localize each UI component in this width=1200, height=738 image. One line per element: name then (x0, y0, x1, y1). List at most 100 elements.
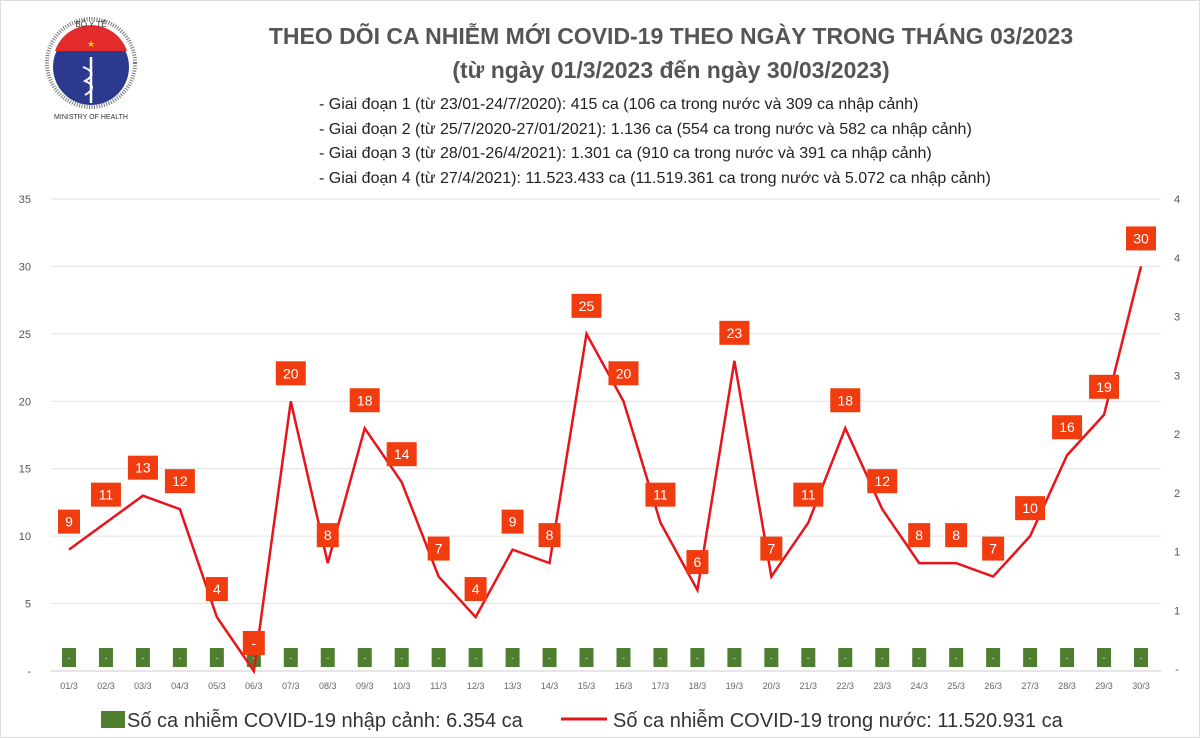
y-tick-label: 10 (19, 531, 31, 543)
line-data-label: 16 (1059, 419, 1075, 435)
line-data-label-box (464, 577, 487, 602)
bar-data-label: - (955, 653, 958, 663)
bar-import (949, 648, 964, 667)
bar-import (283, 648, 298, 667)
line-data-label: 23 (727, 325, 743, 341)
line-data-label-box (427, 536, 450, 561)
line-data-label-box (58, 509, 80, 534)
bar-data-label: - (585, 653, 588, 663)
x-tick-label: 07/3 (282, 681, 300, 691)
bar-data-label: - (289, 653, 292, 663)
bar-data-label: - (178, 653, 181, 663)
y-tick-label: 15 (19, 464, 31, 476)
line-data-label: 19 (1096, 379, 1112, 395)
x-tick-label: 28/3 (1058, 681, 1076, 691)
line-data-label: 11 (653, 487, 668, 503)
x-tick-label: 15/3 (578, 681, 596, 691)
line-data-label: 25 (579, 298, 595, 314)
line-data-label: 7 (767, 541, 775, 557)
line-data-label: 9 (65, 514, 73, 530)
y2-tick-label: 4 (1174, 194, 1180, 206)
y2-tick-label: - (1175, 664, 1179, 676)
x-tick-label: 12/3 (467, 681, 485, 691)
y-tick-label: 35 (19, 194, 31, 206)
line-data-label-box (1015, 496, 1046, 521)
chart-title: THEO DÕI CA NHIỄM MỚI COVID-19 THEO NGÀY… (268, 23, 1074, 49)
line-data-label-box (501, 509, 524, 534)
x-tick-label: 20/3 (763, 681, 781, 691)
line-data-label-box (982, 536, 1005, 561)
bar-import (1023, 648, 1038, 667)
bar-import (357, 648, 372, 667)
bar-data-label: - (104, 653, 107, 663)
line-data-label: 6 (694, 554, 702, 570)
bar-import (172, 648, 187, 667)
bar-import (505, 648, 520, 667)
bar-data-label: - (215, 653, 218, 663)
bar-data-label: - (1029, 653, 1032, 663)
bar-data-label: - (659, 653, 662, 663)
x-tick-label: 23/3 (873, 681, 891, 691)
bar-data-label: - (881, 653, 884, 663)
x-tick-label: 22/3 (837, 681, 855, 691)
bar-import (912, 648, 927, 667)
line-data-label-box (275, 361, 306, 386)
chart-subtitle: (từ ngày 01/3/2023 đến ngày 30/03/2023) (452, 57, 890, 83)
y-tick-label: 25 (19, 329, 31, 341)
bar-import (62, 648, 76, 667)
bar-data-label: - (511, 653, 514, 663)
bar-data-label: - (918, 653, 921, 663)
bar-import (986, 648, 1001, 667)
bar-import (98, 648, 113, 667)
legend-import-swatch (101, 711, 125, 728)
y2-tick-label: 3 (1174, 370, 1180, 382)
x-tick-label: 06/3 (245, 681, 263, 691)
x-tick-label: 30/3 (1132, 681, 1150, 691)
x-tick-label: 11/3 (430, 681, 447, 691)
bar-import (838, 648, 853, 667)
x-tick-label: 08/3 (319, 681, 337, 691)
y2-tick-label: 3 (1174, 312, 1180, 324)
legend-import-label: Số ca nhiễm COVID-19 nhập cảnh: 6.354 ca (127, 709, 524, 732)
line-data-label-box (386, 442, 417, 467)
bar-data-label: - (252, 653, 255, 663)
line-data-label-box (242, 631, 265, 655)
line-data-label: 18 (357, 392, 373, 408)
bar-import (616, 648, 631, 667)
x-tick-label: 17/3 (652, 681, 670, 691)
bar-data-label: - (363, 653, 366, 663)
line-data-label-box (830, 388, 861, 413)
line-data-label: 8 (546, 527, 554, 543)
line-data-label: 7 (435, 541, 443, 557)
bar-data-label: - (733, 653, 736, 663)
bar-data-label: - (400, 653, 403, 663)
svg-text:MINISTRY OF HEALTH: MINISTRY OF HEALTH (54, 114, 128, 121)
bar-import (320, 648, 335, 667)
bar-data-label: - (474, 653, 477, 663)
bar-data-label: - (326, 653, 329, 663)
x-tick-label: 02/3 (97, 681, 115, 691)
svg-text:★: ★ (87, 39, 95, 49)
legend-domestic-label: Số ca nhiễm COVID-19 trong nước: 11.520.… (613, 709, 1064, 732)
x-tick-label: 16/3 (615, 681, 633, 691)
line-data-label: 8 (952, 527, 960, 543)
line-data-label-box (571, 293, 602, 318)
x-tick-label: 04/3 (171, 681, 189, 691)
x-tick-label: 03/3 (134, 681, 152, 691)
line-data-label-box (538, 523, 561, 548)
line-data-label-box (205, 577, 228, 602)
y2-tick-label: 2 (1174, 488, 1180, 500)
y2-tick-label: 1 (1174, 547, 1180, 559)
bar-import (394, 648, 409, 667)
line-data-label-box (1052, 415, 1083, 440)
line-data-label-box (608, 361, 639, 386)
x-tick-label: 09/3 (356, 681, 374, 691)
bar-data-label: - (696, 653, 699, 663)
bar-data-label: - (844, 653, 847, 663)
bar-data-label: - (437, 653, 440, 663)
bar-import (764, 648, 779, 667)
bar-data-label: - (622, 653, 625, 663)
line-data-label: 20 (616, 365, 632, 381)
line-data-label: 4 (213, 581, 221, 597)
